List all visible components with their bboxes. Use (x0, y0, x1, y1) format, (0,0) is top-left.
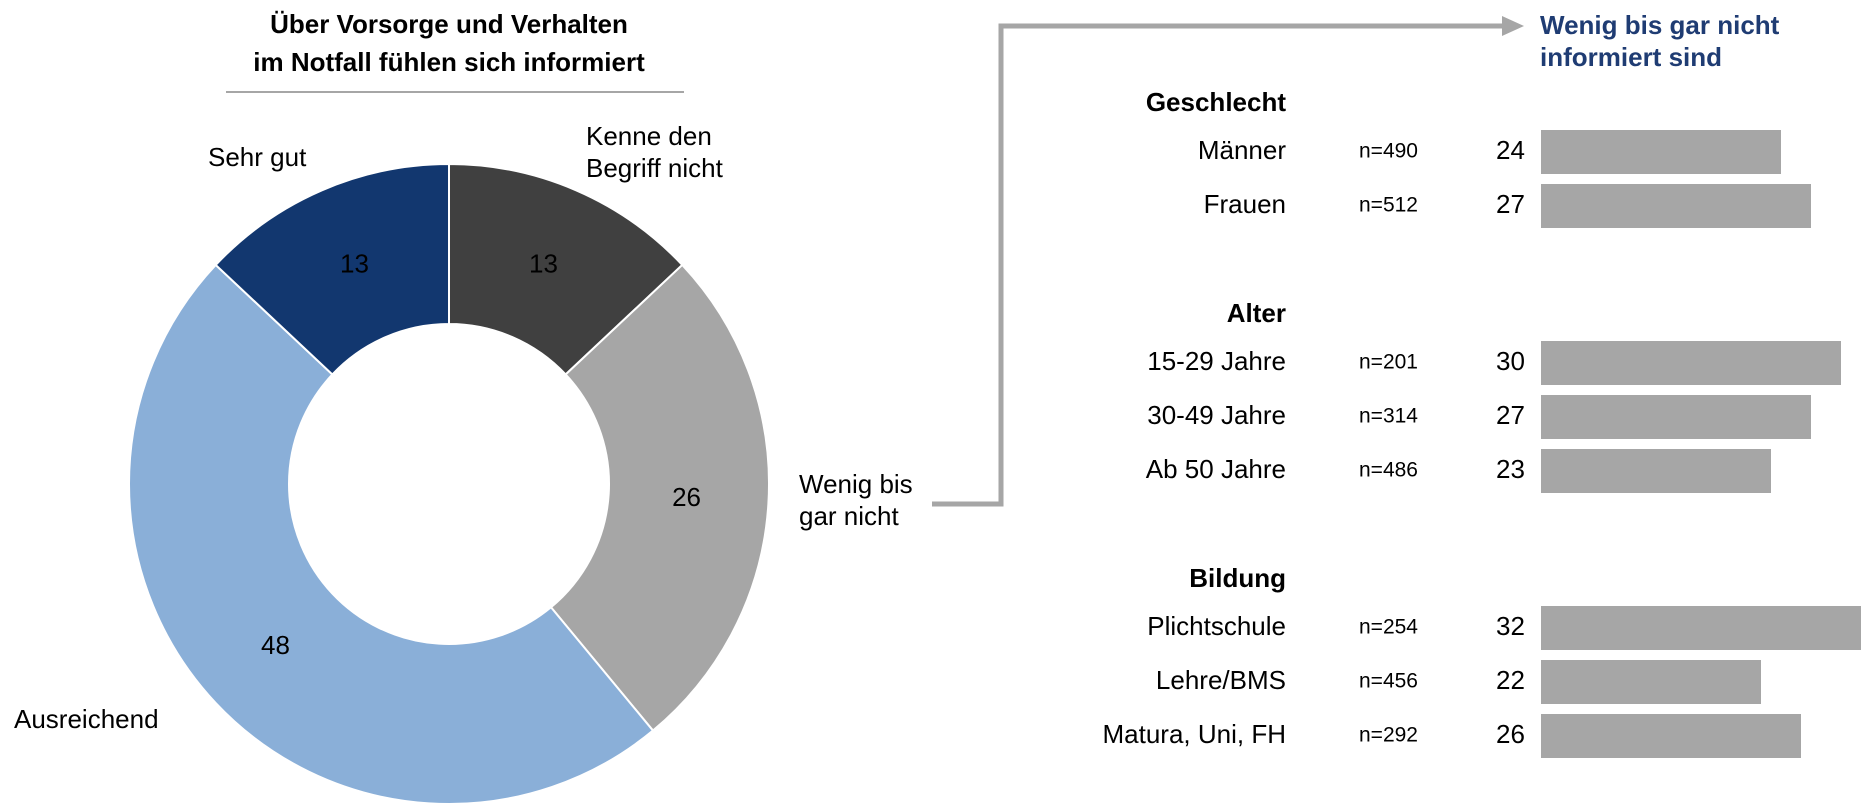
n-label: n=292 (1359, 724, 1418, 747)
segment-label: Wenig bis gar nicht (799, 469, 913, 531)
category-label: Frauen (1204, 189, 1286, 219)
value-label: 13 (340, 248, 369, 278)
value-label: 27 (1496, 189, 1525, 219)
connector (932, 23, 1505, 507)
category-label: 30-49 Jahre (1147, 400, 1286, 430)
category-label: Plichtschule (1147, 611, 1286, 641)
value-label: 24 (1496, 135, 1525, 165)
n-label: n=456 (1359, 670, 1418, 693)
value-label: 13 (529, 248, 558, 278)
donut-segment (448, 162, 684, 376)
category-label: Männer (1198, 135, 1286, 165)
value-label: 48 (261, 630, 290, 660)
category-label: 15-29 Jahre (1147, 346, 1286, 376)
segment-label: Kenne den Begriff nicht (586, 121, 723, 183)
n-label: n=314 (1359, 405, 1418, 428)
category-label: Matura, Uni, FH (1103, 719, 1287, 749)
bar (1541, 660, 1761, 704)
value-label: 26 (672, 482, 701, 512)
value-label: 27 (1496, 400, 1525, 430)
n-label: n=490 (1359, 140, 1418, 163)
bar (1541, 395, 1811, 439)
n-label: n=512 (1359, 194, 1418, 217)
donut-segment (128, 263, 655, 804)
group-label: Alter (1227, 298, 1286, 328)
bar-title: Wenig bis gar nicht informiert sind (1540, 10, 1780, 72)
value-label: 26 (1496, 719, 1525, 749)
donut-segment (549, 263, 770, 732)
bar (1541, 606, 1861, 650)
arrow-head (1502, 16, 1524, 36)
value-label: 23 (1496, 454, 1525, 484)
group-label: Geschlecht (1146, 87, 1287, 117)
value-label: 32 (1496, 611, 1525, 641)
bar (1541, 449, 1771, 493)
donut-title: im Notfall fühlen sich informiert (253, 47, 645, 77)
n-label: n=254 (1359, 616, 1418, 639)
category-label: Lehre/BMS (1156, 665, 1286, 695)
bar (1541, 184, 1811, 228)
segment-label: Ausreichend (14, 704, 159, 734)
segment-label: Sehr gut (208, 142, 307, 172)
n-label: n=486 (1359, 459, 1418, 482)
group-label: Bildung (1189, 563, 1286, 593)
value-label: 22 (1496, 665, 1525, 695)
donut-title: Über Vorsorge und Verhalten (270, 9, 628, 39)
value-label: 30 (1496, 346, 1525, 376)
donut-segment (214, 162, 450, 376)
n-label: n=201 (1359, 351, 1418, 374)
bar (1541, 714, 1801, 758)
category-label: Ab 50 Jahre (1146, 454, 1286, 484)
bar (1541, 130, 1781, 174)
bar (1541, 341, 1841, 385)
